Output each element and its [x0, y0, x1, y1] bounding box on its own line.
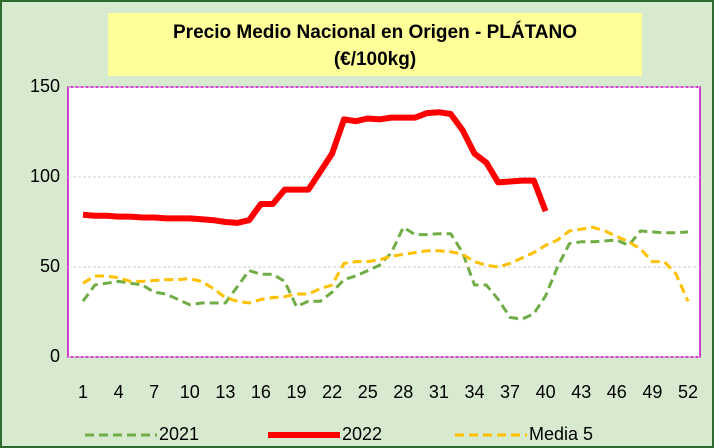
legend-label: Media 5 [529, 424, 593, 444]
x-tick-label: 40 [536, 382, 556, 402]
chart-title: Precio Medio Nacional en Origen - PLÁTAN… [173, 21, 577, 43]
x-tick-label: 34 [464, 382, 484, 402]
x-tick-label: 43 [571, 382, 591, 402]
x-tick-label: 22 [322, 382, 342, 402]
x-tick-label: 31 [429, 382, 449, 402]
x-tick-label: 4 [114, 382, 124, 402]
x-tick-label: 7 [149, 382, 159, 402]
x-tick-label: 16 [251, 382, 271, 402]
x-tick-label: 46 [607, 382, 627, 402]
x-tick-label: 28 [393, 382, 413, 402]
title-box [108, 13, 642, 76]
y-tick-label: 150 [30, 76, 60, 96]
chart-title: (€/100kg) [334, 49, 416, 70]
x-tick-label: 10 [180, 382, 200, 402]
y-tick-label: 100 [30, 166, 60, 186]
grid [68, 86, 700, 358]
lines [81, 109, 690, 321]
x-tick-label: 52 [678, 382, 698, 402]
y-tick-label: 0 [50, 346, 60, 366]
x-tick-label: 49 [642, 382, 662, 402]
legend-label: 2021 [159, 424, 199, 444]
plot-area [67, 86, 701, 358]
x-tick-label: 37 [500, 382, 520, 402]
x-tick-label: 19 [287, 382, 307, 402]
legend: 2021 2022 Media 5 [85, 424, 593, 444]
x-tick-label: 25 [358, 382, 378, 402]
x-tick-label: 13 [215, 382, 235, 402]
y-tick-label: 50 [40, 256, 60, 276]
legend-label: 2022 [342, 424, 382, 444]
series-line [82, 225, 690, 305]
x-tick-label: 1 [78, 382, 88, 402]
series-line [82, 109, 549, 226]
